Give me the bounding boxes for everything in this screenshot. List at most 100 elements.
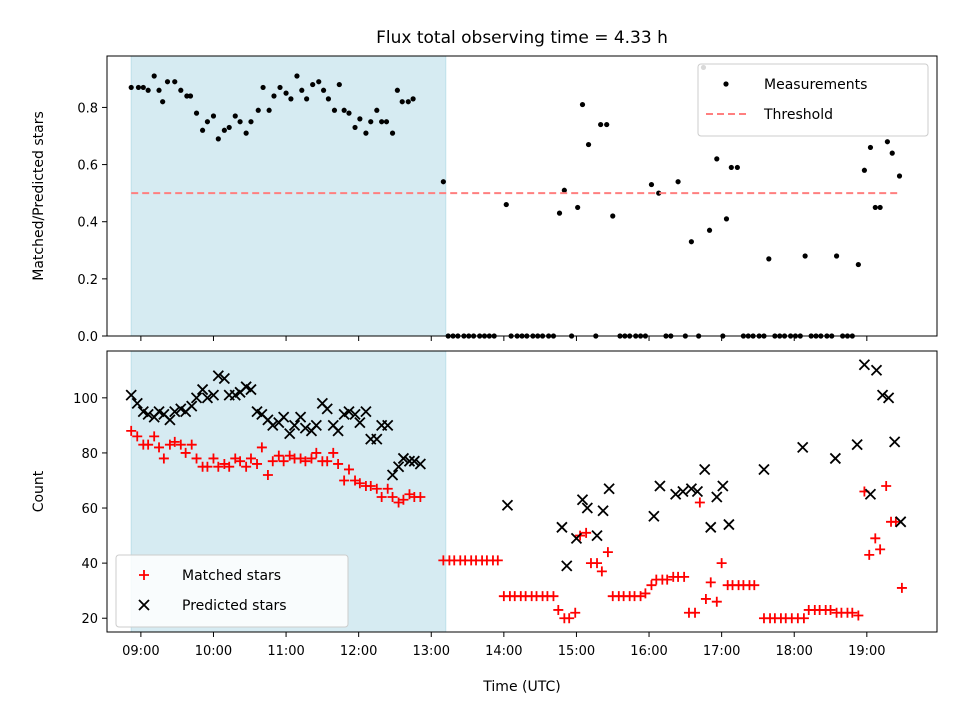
measurement-point: [135, 84, 142, 91]
bottom-plot-frame: [106, 350, 938, 633]
predicted-stars-point: [870, 364, 883, 376]
matched-stars-point: [224, 461, 235, 472]
matched-stars-point: [700, 593, 711, 604]
legend-label: Matched stars: [182, 568, 281, 584]
matched-stars-point: [300, 456, 311, 467]
measurement-point: [556, 210, 563, 216]
predicted-stars-point: [829, 452, 842, 465]
top-y-axis-label: Matched/Predicted stars: [31, 111, 47, 281]
predicted-stars-point: [889, 436, 901, 448]
matched-stars-point: [149, 431, 160, 442]
predicted-stars-point: [597, 505, 609, 517]
measurement-point: [336, 81, 342, 88]
legend-box: [115, 554, 349, 628]
predicted-stars-point: [310, 419, 322, 432]
measurement-point: [399, 99, 405, 105]
measurement-point: [294, 73, 300, 79]
matched-stars-point: [690, 607, 701, 618]
measurement-point: [160, 99, 166, 105]
predicted-stars-point: [758, 463, 770, 476]
predicted-stars-point: [691, 485, 704, 498]
matched-stars-point: [711, 596, 722, 607]
matched-stars-point: [716, 558, 727, 569]
measurement-point: [193, 110, 200, 116]
measurement-point: [503, 201, 509, 208]
matched-stars-point: [339, 475, 350, 486]
measurement-point: [215, 136, 221, 142]
measurement-point: [648, 181, 655, 188]
matched-stars-point: [415, 492, 426, 503]
x-tick-label: 18:00: [775, 644, 812, 659]
measurement-point: [187, 93, 194, 99]
measurement-point: [604, 121, 610, 128]
legend-label: Predicted stars: [182, 598, 287, 614]
measurement-point: [255, 107, 261, 113]
y-tick-label: 20: [81, 612, 98, 627]
matched-stars-point: [273, 450, 284, 461]
predicted-stars-point: [851, 439, 863, 451]
measurement-point: [172, 79, 178, 85]
measurement-point: [585, 141, 592, 148]
predicted-stars-point: [201, 392, 214, 404]
predicted-stars-point: [284, 428, 296, 440]
matched-stars-point: [241, 461, 252, 472]
predicted-stars-point: [288, 419, 301, 432]
matched-stars-point: [387, 492, 398, 503]
measurement-point: [889, 150, 895, 156]
predicted-stars-point: [591, 529, 603, 542]
matched-stars-point: [847, 607, 858, 618]
matched-stars-point: [564, 613, 575, 624]
predicted-stars-point: [864, 488, 877, 500]
measurement-point: [394, 87, 400, 93]
predicted-stars-point: [349, 408, 361, 420]
y-tick-label: 60: [81, 502, 98, 517]
predicted-stars-point: [245, 383, 257, 396]
measurement-point: [145, 87, 151, 93]
measurement-point: [128, 84, 134, 91]
predicted-stars-point: [501, 499, 514, 511]
predicted-stars-point: [797, 441, 809, 454]
measurement-point: [440, 179, 446, 185]
measurement-point: [352, 124, 358, 131]
y-tick-label: 80: [81, 447, 98, 462]
measurement-point: [861, 167, 868, 173]
x-tick-label: 19:00: [848, 644, 885, 659]
predicted-stars-point: [876, 389, 889, 401]
measurement-point: [802, 253, 808, 259]
measurement-point: [331, 107, 338, 113]
matched-stars-point: [825, 604, 836, 615]
measurement-point: [410, 96, 416, 102]
predicted-stars-point: [556, 521, 568, 533]
measurement-point: [884, 139, 890, 145]
matched-stars-point: [343, 464, 354, 475]
matched-stars-point: [158, 453, 169, 464]
y-tick-label: 0.4: [77, 216, 98, 231]
matched-stars-point: [262, 469, 273, 480]
predicted-stars-point: [142, 408, 154, 420]
measurement-point: [405, 99, 411, 105]
predicted-stars-point: [408, 455, 420, 467]
measurement-point: [221, 127, 227, 133]
predicted-stars-point: [561, 560, 573, 572]
measurement-point: [266, 107, 272, 113]
measurement-point: [260, 84, 266, 91]
matched-stars-point: [749, 580, 760, 591]
predicted-stars-point: [169, 405, 181, 418]
predicted-stars-point: [603, 483, 615, 495]
x-tick-label: 10:00: [195, 644, 232, 659]
matched-stars-point: [798, 613, 809, 624]
predicted-stars-point: [392, 461, 405, 473]
measurement-point: [156, 87, 162, 93]
predicted-stars-point: [131, 397, 143, 409]
matched-stars-point: [256, 442, 267, 453]
measurement-point: [204, 119, 211, 125]
matched-stars-point: [570, 607, 581, 618]
measurement-point: [374, 107, 380, 113]
matched-stars-point: [679, 571, 690, 582]
legend-marker-x: [138, 599, 150, 611]
x-axis-label: Time (UTC): [482, 679, 560, 695]
matched-stars-point: [132, 431, 143, 442]
predicted-stars-point: [723, 518, 735, 531]
predicted-stars-point: [382, 419, 394, 432]
